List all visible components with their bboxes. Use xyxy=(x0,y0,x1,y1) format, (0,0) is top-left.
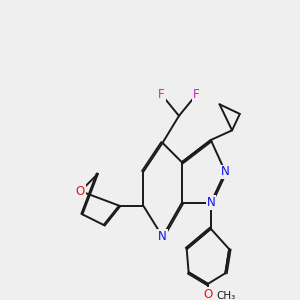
Text: N: N xyxy=(221,165,230,178)
Text: O: O xyxy=(76,185,85,198)
Text: O: O xyxy=(203,288,213,300)
Text: CH₃: CH₃ xyxy=(216,291,235,300)
Text: F: F xyxy=(158,88,165,101)
Text: F: F xyxy=(193,88,200,101)
Text: N: N xyxy=(158,230,167,243)
Text: N: N xyxy=(206,196,215,209)
